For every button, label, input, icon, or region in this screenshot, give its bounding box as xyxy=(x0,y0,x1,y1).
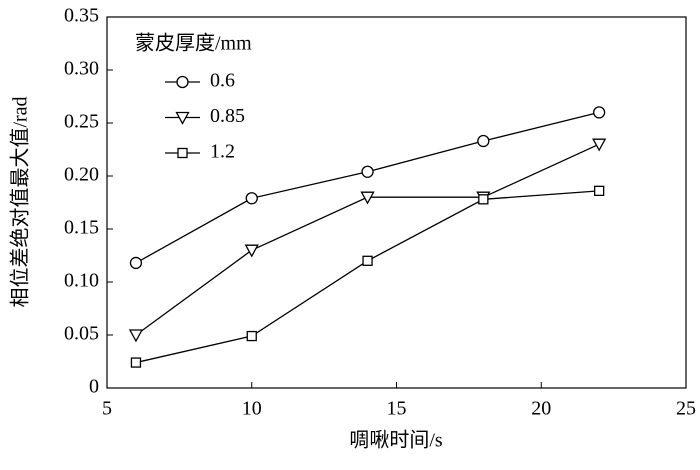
y-tick-label: 0 xyxy=(89,376,99,398)
legend-marker xyxy=(176,75,189,89)
marker xyxy=(478,194,489,205)
marker xyxy=(244,244,259,258)
marker xyxy=(477,134,490,148)
x-tick-label: 5 xyxy=(102,398,112,420)
y-tick-label: 0.30 xyxy=(64,58,99,80)
legend-title: 蒙皮厚度/mm xyxy=(135,32,252,55)
marker xyxy=(360,191,375,205)
x-tick-label: 20 xyxy=(531,398,551,420)
y-tick-label: 0.05 xyxy=(64,323,99,345)
legend-marker xyxy=(175,111,190,125)
x-tick-label: 10 xyxy=(242,398,262,420)
x-axis-label: 啁啾时间/s xyxy=(349,429,443,452)
y-tick-label: 0.20 xyxy=(64,164,99,186)
marker xyxy=(593,106,606,119)
y-tick-label: 0.25 xyxy=(64,111,99,133)
x-tick-label: 15 xyxy=(387,398,407,420)
plot-frame xyxy=(106,16,687,389)
series-line xyxy=(135,190,600,364)
legend-label: 1.2 xyxy=(210,141,235,163)
series-line xyxy=(135,111,600,264)
marker xyxy=(246,330,257,342)
marker xyxy=(130,357,142,368)
y-tick-label: 0.35 xyxy=(64,5,99,27)
marker xyxy=(245,192,258,205)
marker xyxy=(592,138,607,152)
marker xyxy=(129,256,143,270)
legend-marker xyxy=(177,147,188,159)
marker xyxy=(128,329,144,343)
marker xyxy=(362,255,373,266)
y-axis-label: 相位差绝对值最大值/rad xyxy=(9,96,32,307)
y-tick-label: 0.10 xyxy=(64,270,99,292)
y-tick-label: 0.15 xyxy=(64,217,99,239)
x-tick-label: 25 xyxy=(676,398,696,420)
legend-label: 0.6 xyxy=(210,70,235,92)
marker xyxy=(594,185,605,196)
legend-label: 0.85 xyxy=(210,105,245,127)
marker xyxy=(361,165,374,178)
